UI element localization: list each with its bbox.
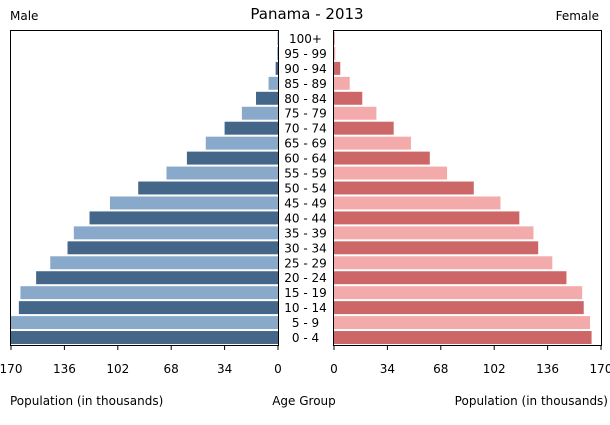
male-bar: [256, 91, 278, 105]
age-group-label: 45 - 49: [284, 196, 327, 210]
male-bar: [241, 106, 278, 120]
male-bar: [224, 121, 278, 135]
age-group-label: 60 - 64: [284, 152, 327, 166]
male-bar: [11, 331, 278, 344]
female-x-tick-label: 102: [483, 362, 506, 376]
male-label: Male: [10, 9, 38, 23]
male-plot-frame: [10, 30, 279, 346]
female-bar: [334, 136, 411, 150]
male-bar: [50, 256, 278, 270]
female-bar: [334, 166, 448, 180]
age-group-label: 40 - 44: [284, 211, 327, 225]
age-group-label: 80 - 84: [284, 92, 327, 106]
age-group-label: 75 - 79: [284, 107, 327, 121]
male-bar: [11, 316, 278, 330]
male-x-tick-label: 136: [53, 362, 76, 376]
female-x-tick-label: 0: [330, 362, 338, 376]
male-bar: [20, 286, 279, 300]
age-group-label: 30 - 34: [284, 241, 327, 255]
male-bar: [36, 271, 279, 285]
female-x-tick-label: 170: [590, 362, 610, 376]
age-group-label: 5 - 9: [292, 316, 319, 330]
female-bar: [334, 331, 592, 344]
male-bar: [67, 241, 279, 255]
male-x-tick-label: 34: [217, 362, 232, 376]
age-group-label: 95 - 99: [284, 47, 327, 61]
female-bar: [334, 121, 394, 135]
female-bar: [334, 286, 583, 300]
female-bar: [334, 46, 336, 60]
chart-title: Panama - 2013: [250, 5, 363, 23]
female-bar: [334, 76, 350, 90]
male-bar: [186, 151, 278, 165]
male-bar: [205, 136, 278, 150]
age-group-label: 10 - 14: [284, 301, 327, 315]
female-x-tick-label: 34: [380, 362, 395, 376]
male-bar: [166, 166, 278, 180]
female-bar: [334, 151, 430, 165]
female-bar: [334, 196, 501, 210]
female-bar: [334, 226, 534, 240]
female-bars: [334, 32, 592, 344]
male-x-tick-label: 68: [164, 362, 179, 376]
age-group-label: 70 - 74: [284, 122, 327, 136]
female-bar: [334, 32, 335, 45]
age-group-label: 20 - 24: [284, 271, 327, 285]
male-x-tick-label: 170: [0, 362, 22, 376]
age-group-label: 0 - 4: [292, 331, 319, 345]
female-bar: [334, 241, 539, 255]
male-x-tick-label: 102: [106, 362, 129, 376]
male-bar: [268, 76, 278, 90]
male-bar: [89, 211, 278, 225]
female-x-axis: 0 34 68 102 136 170: [330, 345, 610, 376]
female-bar: [334, 316, 591, 330]
female-x-tick-label: 68: [433, 362, 448, 376]
male-bar: [18, 301, 279, 315]
male-bar: [138, 181, 278, 195]
age-group-label: 35 - 39: [284, 226, 327, 240]
female-bar: [334, 301, 584, 315]
female-bar: [334, 256, 553, 270]
male-x-axis: 170 136 102 68 34 0: [0, 345, 282, 376]
male-bar: [109, 196, 279, 210]
age-group-label: 90 - 94: [284, 62, 327, 76]
female-bar: [334, 211, 520, 225]
age-group-label: 85 - 89: [284, 77, 327, 91]
age-group-label: 100+: [289, 32, 322, 46]
male-bar: [277, 46, 278, 60]
age-group-label: 65 - 69: [284, 137, 327, 151]
age-group-label: 50 - 54: [284, 182, 327, 196]
age-group-label: 55 - 59: [284, 167, 327, 181]
female-plot-frame: [333, 30, 602, 346]
female-bar: [334, 181, 474, 195]
female-bar: [334, 271, 567, 285]
male-bar: [277, 32, 279, 45]
female-x-axis-title: Population (in thousands): [455, 394, 608, 408]
female-x-tick-label: 136: [536, 362, 559, 376]
female-label: Female: [556, 9, 599, 23]
male-bars: [11, 32, 279, 344]
male-x-tick-label: 0: [274, 362, 282, 376]
age-group-label: 25 - 29: [284, 256, 327, 270]
female-bar: [334, 91, 363, 105]
male-x-axis-title: Population (in thousands): [10, 394, 163, 408]
male-bar: [73, 226, 278, 240]
age-group-axis-title: Age Group: [272, 394, 336, 408]
female-bar: [334, 106, 377, 120]
age-group-label: 15 - 19: [284, 286, 327, 300]
male-bar: [275, 61, 278, 75]
female-bar: [334, 61, 341, 75]
